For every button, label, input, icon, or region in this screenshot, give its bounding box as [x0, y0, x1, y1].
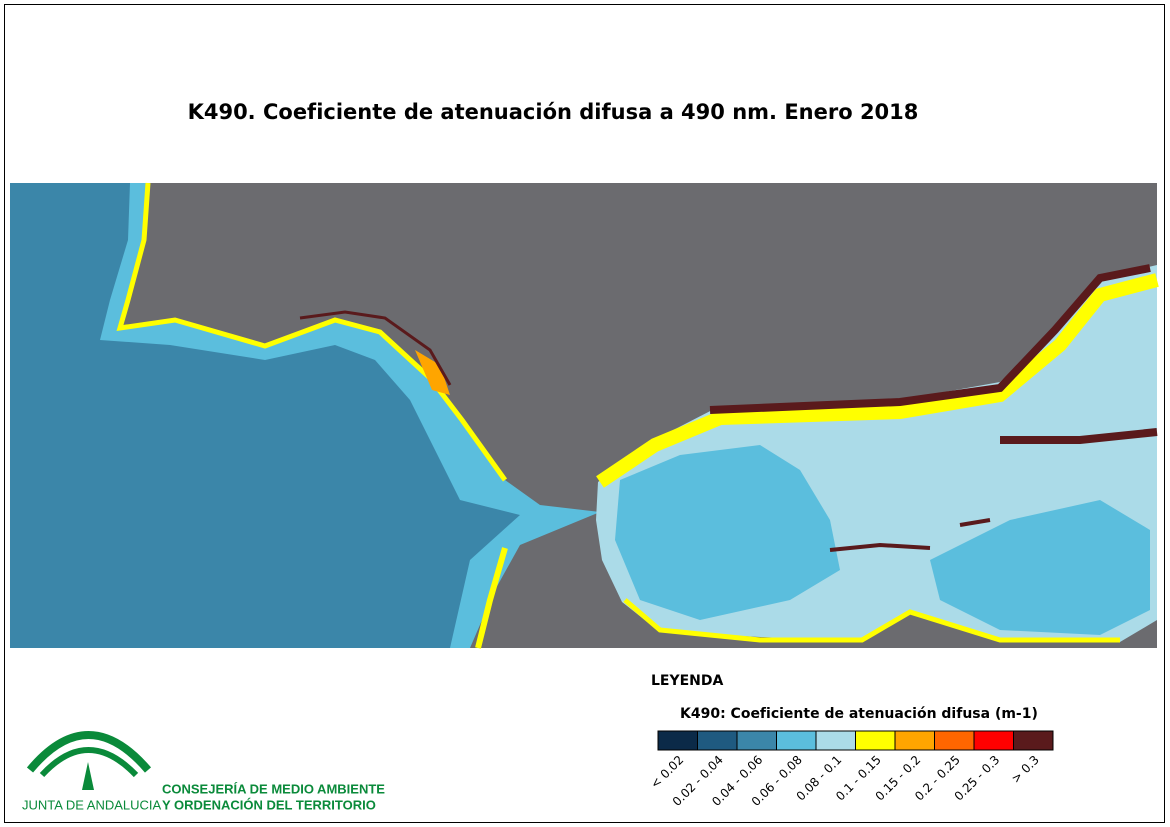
coast-band — [829, 518, 991, 552]
coast-band — [596, 273, 1159, 488]
sea-med-inner — [930, 500, 1150, 635]
legend-title: K490: Coeficiente de atenuación difusa (… — [680, 706, 1038, 722]
legend-swatch — [1013, 730, 1054, 751]
coast-band — [415, 350, 450, 395]
legend-swatch — [894, 730, 935, 751]
logo-arc — [26, 731, 152, 773]
sea-open — [10, 183, 520, 648]
legend-heading: LEYENDA — [651, 673, 724, 689]
coast-band — [1000, 428, 1158, 444]
logo-arc — [39, 747, 139, 778]
logo: JUNTA DE ANDALUCIA CONSEJERÍA DE MEDIO A… — [22, 731, 385, 812]
coast-band — [299, 310, 452, 386]
legend-swatch — [815, 730, 856, 751]
legend-swatch — [776, 730, 817, 751]
legend-swatch — [657, 730, 698, 751]
coast-band — [709, 264, 1151, 414]
legend-swatch — [736, 730, 777, 751]
logo-tree — [82, 762, 94, 790]
legend-swatch — [855, 730, 896, 751]
map — [10, 182, 1159, 649]
logo-name: JUNTA DE ANDALUCIA — [22, 797, 162, 812]
sea-med-inner — [615, 445, 840, 620]
coast-band — [623, 598, 1120, 643]
legend-swatch — [697, 730, 738, 751]
coast-band — [475, 547, 508, 649]
legend-swatch — [973, 730, 1014, 751]
logo-line: CONSEJERÍA DE MEDIO AMBIENTE — [162, 781, 385, 796]
legend-swatch — [934, 730, 975, 751]
map-title: K490. Coeficiente de atenuación difusa a… — [188, 100, 919, 124]
logo-line: Y ORDENACIÓN DEL TERRITORIO — [162, 797, 376, 812]
